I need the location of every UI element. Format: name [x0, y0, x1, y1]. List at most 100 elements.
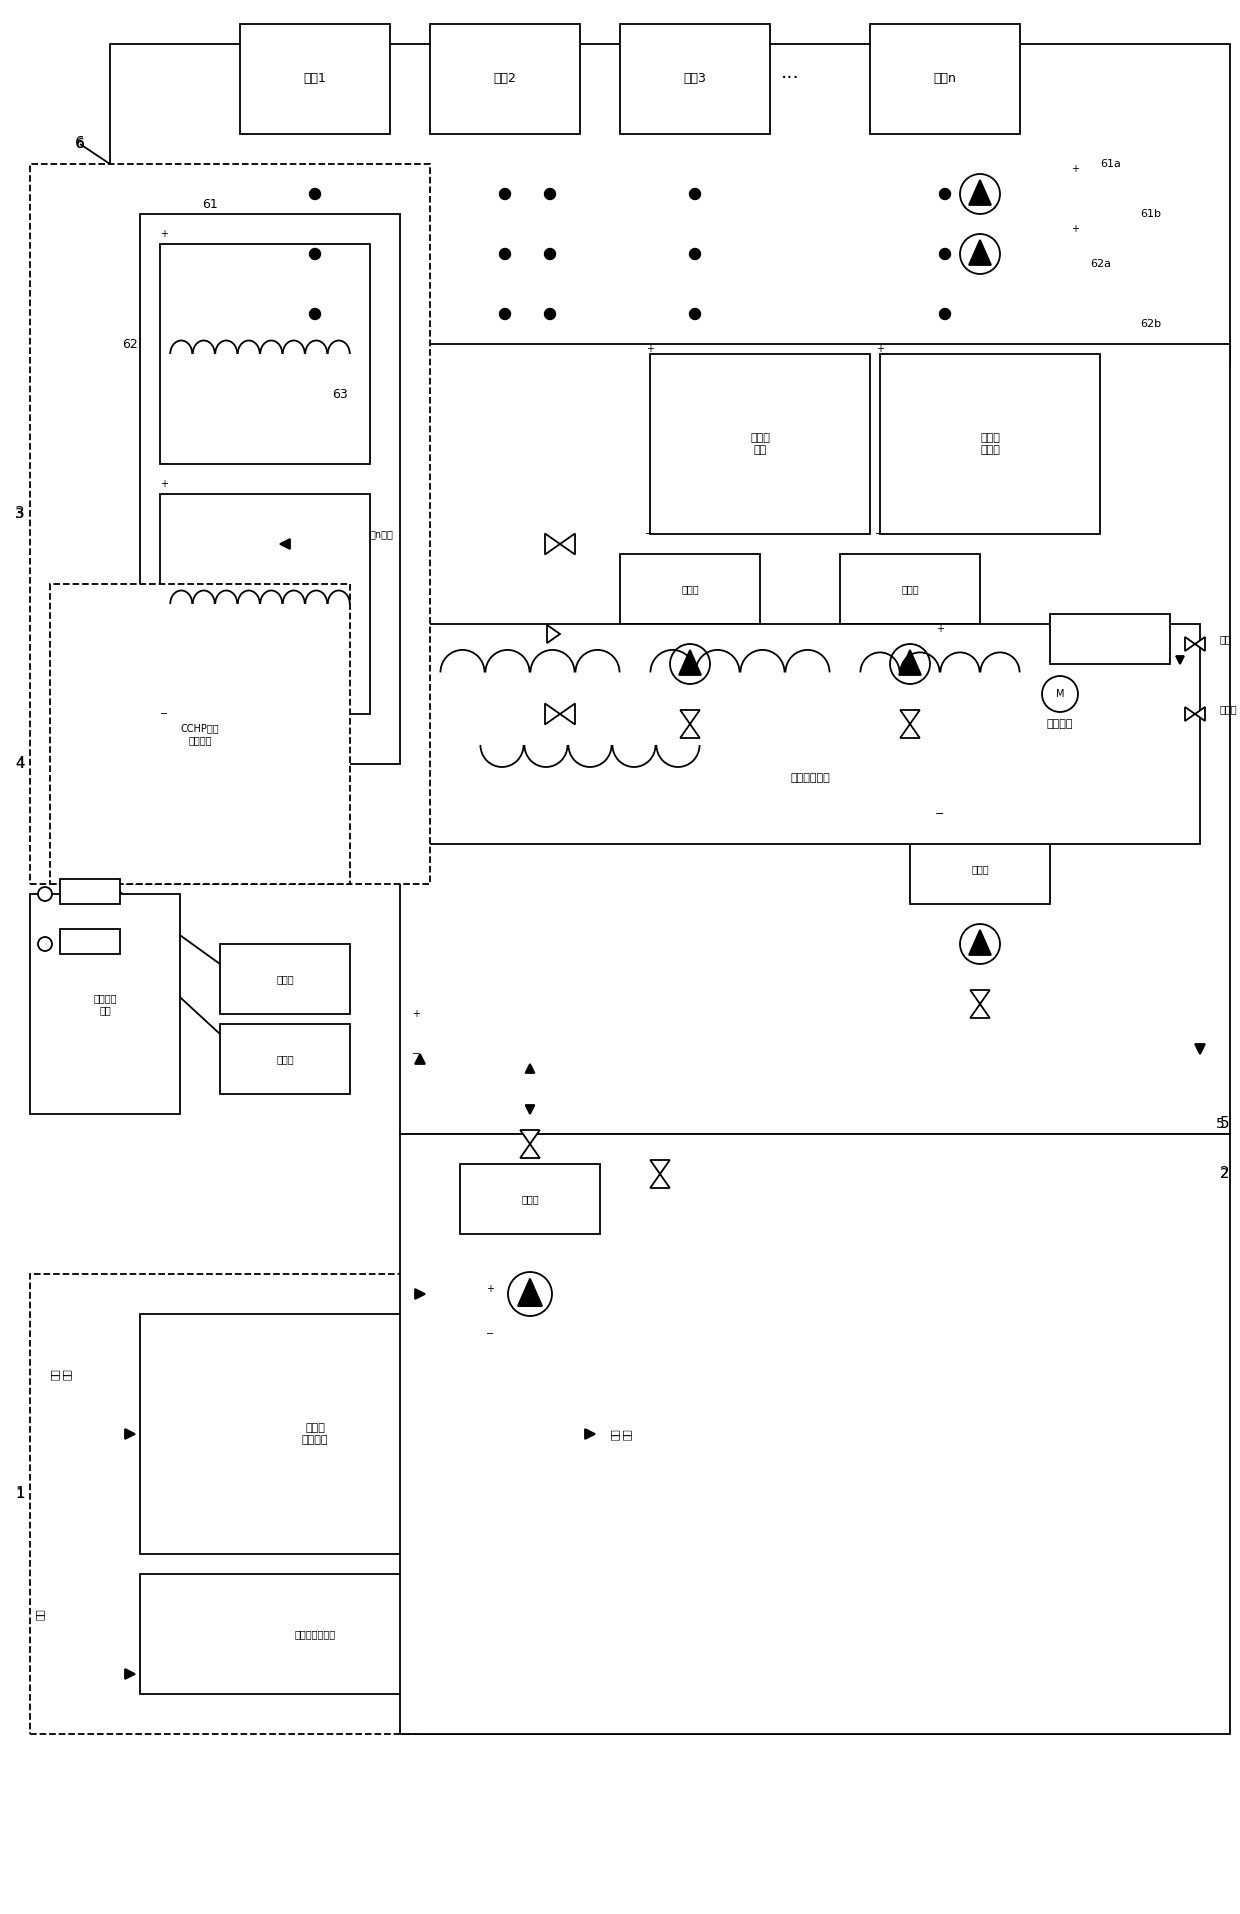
Text: 用户1: 用户1: [304, 73, 326, 86]
Circle shape: [940, 249, 951, 260]
Bar: [140, 1315, 490, 1554]
Text: 变频器: 变频器: [901, 584, 919, 593]
Polygon shape: [650, 1160, 670, 1189]
Circle shape: [960, 174, 999, 214]
Text: （n组）: （n组）: [370, 528, 394, 540]
Bar: [910, 835, 1050, 903]
Text: 1: 1: [15, 1487, 25, 1501]
Bar: [870, 25, 1021, 134]
Polygon shape: [1185, 706, 1205, 722]
Polygon shape: [970, 990, 990, 1018]
Bar: [650, 354, 870, 534]
Bar: [620, 25, 770, 134]
Text: 变频器: 变频器: [681, 584, 699, 593]
Text: −: −: [160, 708, 169, 720]
Polygon shape: [415, 1288, 425, 1300]
Circle shape: [500, 188, 511, 199]
Circle shape: [689, 249, 701, 260]
Circle shape: [1042, 676, 1078, 712]
Circle shape: [689, 308, 701, 320]
Text: 用户2: 用户2: [494, 73, 516, 86]
Polygon shape: [681, 710, 699, 739]
Bar: [60, 879, 120, 903]
Text: 62a: 62a: [1090, 258, 1111, 270]
Text: 61b: 61b: [1140, 209, 1161, 218]
Bar: [401, 345, 1230, 1133]
Text: 62b: 62b: [1140, 320, 1161, 329]
Polygon shape: [899, 651, 921, 676]
Polygon shape: [518, 1279, 542, 1305]
Text: 低温
烟气: 低温 烟气: [610, 1428, 631, 1439]
Bar: [401, 1133, 1230, 1734]
Bar: [1050, 614, 1171, 664]
Text: 自来水: 自来水: [1220, 704, 1238, 714]
Bar: [30, 1275, 590, 1734]
Text: 61: 61: [202, 197, 218, 211]
Text: 继电器: 继电器: [277, 974, 294, 984]
Text: 保温水箱: 保温水箱: [1047, 720, 1074, 729]
Circle shape: [310, 249, 320, 260]
Text: 吸收式
热泵: 吸收式 热泵: [750, 433, 770, 456]
Circle shape: [38, 938, 52, 951]
Polygon shape: [547, 624, 560, 643]
Text: −: −: [645, 528, 655, 540]
Text: +: +: [160, 230, 167, 239]
Text: +: +: [160, 478, 167, 488]
Text: 变频器: 变频器: [521, 1194, 539, 1204]
Bar: [60, 928, 120, 953]
Circle shape: [940, 188, 951, 199]
Text: 63: 63: [332, 387, 348, 400]
Polygon shape: [415, 1055, 425, 1064]
Circle shape: [689, 188, 701, 199]
Polygon shape: [526, 1104, 534, 1114]
Circle shape: [960, 924, 999, 965]
Text: 市电交流
母线: 市电交流 母线: [93, 993, 117, 1014]
Text: 5: 5: [1215, 1118, 1224, 1131]
Text: 4: 4: [15, 756, 25, 771]
Bar: [110, 44, 1230, 364]
Text: 高温
烟气: 高温 烟气: [50, 1369, 72, 1380]
Text: 3: 3: [15, 507, 25, 521]
Text: −: −: [160, 459, 169, 469]
Text: 62: 62: [122, 337, 138, 350]
Text: 6: 6: [76, 136, 84, 151]
Text: +: +: [936, 624, 944, 634]
Text: 吸收式
制冷机: 吸收式 制冷机: [980, 433, 999, 456]
Circle shape: [310, 188, 320, 199]
Text: −: −: [486, 1328, 494, 1340]
Polygon shape: [521, 1129, 539, 1158]
Text: +: +: [875, 345, 884, 354]
Text: 3: 3: [15, 507, 24, 521]
Bar: [30, 894, 180, 1114]
Bar: [50, 584, 350, 884]
Bar: [219, 1024, 350, 1095]
Text: 5: 5: [1220, 1116, 1230, 1131]
Text: −: −: [875, 528, 884, 540]
Bar: [30, 165, 430, 884]
Text: 主热量交换器: 主热量交换器: [790, 773, 830, 783]
Circle shape: [500, 308, 511, 320]
Text: +: +: [486, 1284, 494, 1294]
Text: 4: 4: [15, 758, 24, 771]
Text: 2: 2: [1220, 1168, 1229, 1181]
Text: −: −: [935, 810, 945, 819]
Circle shape: [960, 234, 999, 274]
Text: M: M: [1055, 689, 1064, 699]
Bar: [460, 1164, 600, 1235]
Polygon shape: [125, 1669, 135, 1679]
Bar: [160, 243, 370, 463]
Text: −: −: [412, 1049, 420, 1058]
Bar: [880, 354, 1100, 534]
Circle shape: [940, 308, 951, 320]
Circle shape: [890, 643, 930, 683]
Circle shape: [508, 1273, 552, 1317]
Text: +: +: [646, 345, 653, 354]
Bar: [219, 944, 350, 1014]
Circle shape: [544, 188, 556, 199]
Circle shape: [544, 308, 556, 320]
Polygon shape: [968, 239, 991, 264]
Bar: [839, 553, 980, 624]
Circle shape: [500, 249, 511, 260]
Polygon shape: [546, 704, 575, 725]
Text: +: +: [412, 1009, 420, 1018]
